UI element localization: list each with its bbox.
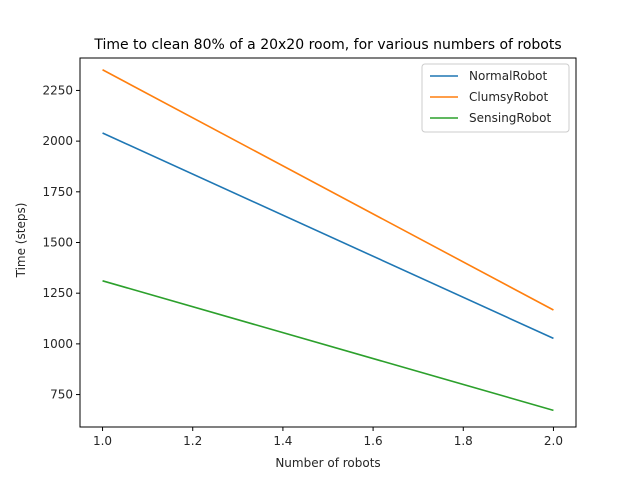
x-tick-label: 1.0 [93,434,112,448]
x-tick-label: 1.4 [273,434,292,448]
legend-box [421,63,570,133]
y-tick-label: 2000 [42,134,73,148]
y-tick-label: 1750 [42,185,73,199]
y-tick-label: 1000 [42,337,73,351]
legend-label: NormalRobot [469,69,548,83]
y-tick-label: 1500 [42,236,73,250]
y-tick-label: 750 [50,388,73,402]
legend-label: ClumsyRobot [469,90,548,104]
x-axis: 1.0 1.2 1.4 1.6 1.8 2.0 [93,427,563,448]
x-tick-label: 1.8 [454,434,473,448]
chart-title: Time to clean 80% of a 20x20 room, for v… [93,37,561,53]
series-line-1 [102,69,554,311]
y-tick-label: 1250 [42,286,73,300]
y-axis: 750 1000 1250 1500 1750 2000 2250 [42,83,80,402]
series-line-0 [102,132,554,340]
x-tick-label: 2.0 [544,434,563,448]
x-tick-label: 1.6 [364,434,383,448]
series-group [102,69,554,412]
x-axis-label: Number of robots [275,456,380,470]
x-tick-label: 1.2 [183,434,202,448]
y-tick-label: 2250 [42,83,73,97]
legend-label: SensingRobot [469,111,552,125]
legend: NormalRobot ClumsyRobot SensingRobot [421,63,570,133]
series-line-2 [102,280,554,412]
y-axis-label: Time (steps) [14,203,28,279]
